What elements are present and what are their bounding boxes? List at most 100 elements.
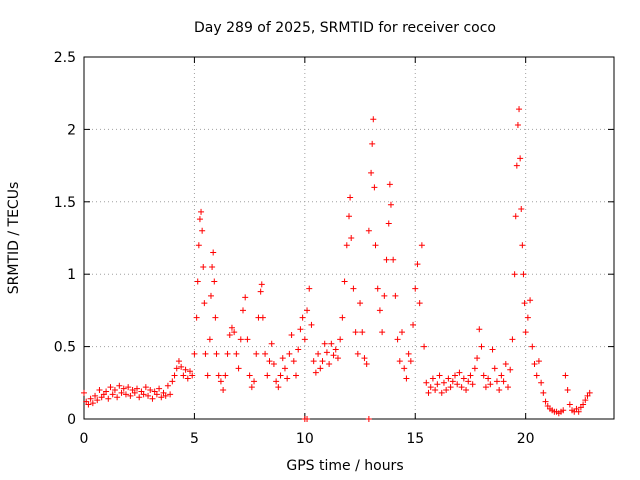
data-point — [253, 350, 260, 357]
data-point — [171, 372, 178, 379]
data-point — [235, 365, 242, 372]
data-point — [217, 378, 224, 385]
data-point — [109, 391, 116, 398]
data-point — [114, 394, 121, 401]
data-point — [350, 285, 357, 292]
data-point — [517, 155, 524, 162]
data-point — [469, 381, 476, 388]
data-point — [414, 261, 421, 268]
data-point — [505, 384, 511, 391]
data-point — [392, 292, 399, 299]
data-point — [193, 314, 200, 321]
data-point — [323, 349, 330, 356]
data-point — [566, 401, 573, 408]
data-point — [105, 395, 112, 402]
data-point — [199, 227, 206, 234]
data-point — [354, 350, 361, 357]
data-point — [142, 384, 149, 391]
x-tick-label: 5 — [190, 431, 199, 447]
data-point — [251, 378, 258, 385]
data-point — [412, 285, 419, 292]
data-point — [299, 314, 306, 321]
data-point — [518, 206, 525, 213]
data-point — [145, 392, 152, 399]
data-point — [509, 336, 516, 343]
data-point — [332, 346, 339, 353]
data-point — [416, 300, 423, 307]
x-tick-label: 15 — [406, 431, 424, 447]
data-point — [460, 375, 467, 382]
data-point — [321, 340, 328, 347]
data-point — [564, 387, 571, 394]
data-point — [326, 360, 333, 367]
data-point — [520, 271, 527, 278]
data-point — [328, 340, 335, 347]
data-point — [507, 366, 514, 373]
data-point — [586, 389, 593, 396]
x-axis-label: GPS time / hours — [286, 458, 403, 474]
data-point — [293, 372, 299, 379]
data-point — [180, 372, 187, 379]
data-point — [352, 329, 359, 336]
data-point — [304, 416, 311, 422]
data-point — [440, 379, 447, 386]
data-point — [370, 116, 377, 123]
data-point — [259, 314, 266, 321]
data-point — [434, 381, 441, 388]
data-point — [348, 235, 355, 241]
data-point — [425, 389, 432, 396]
data-point — [449, 378, 456, 385]
data-point — [487, 381, 494, 388]
data-point — [529, 343, 536, 350]
data-point — [286, 350, 293, 357]
data-point — [212, 314, 219, 321]
data-point — [158, 394, 165, 401]
data-point — [403, 375, 410, 382]
data-point — [295, 346, 302, 353]
data-point — [206, 336, 213, 343]
data-point — [516, 106, 523, 113]
x-tick-label: 10 — [296, 431, 314, 447]
data-point — [149, 395, 156, 402]
data-point — [198, 208, 205, 215]
y-axis-label: SRMTID / TECUs — [6, 182, 22, 295]
data-point — [312, 369, 319, 376]
data-point — [200, 263, 207, 270]
data-point — [211, 278, 218, 285]
data-point — [343, 242, 350, 249]
data-point — [467, 372, 474, 379]
data-point — [196, 216, 203, 223]
data-point — [122, 391, 129, 398]
data-point — [560, 407, 567, 414]
data-point — [189, 372, 196, 379]
data-point — [365, 416, 372, 422]
data-point — [210, 249, 217, 256]
data-point — [279, 355, 286, 362]
data-point — [268, 340, 275, 347]
data-point — [178, 363, 185, 370]
data-point — [485, 375, 492, 382]
data-point — [153, 391, 160, 398]
data-point — [533, 372, 540, 379]
data-point — [226, 332, 233, 339]
data-point — [116, 382, 123, 389]
data-point — [519, 242, 526, 249]
data-point — [531, 360, 538, 367]
data-point — [387, 201, 394, 208]
data-point — [111, 387, 118, 394]
data-point — [277, 372, 284, 379]
data-point — [248, 384, 255, 391]
data-point — [521, 300, 528, 307]
data-point — [454, 381, 461, 388]
data-point — [187, 368, 193, 375]
data-point — [87, 395, 94, 402]
data-point — [242, 294, 249, 301]
data-point — [480, 372, 487, 379]
data-point — [288, 332, 295, 339]
data-point — [191, 350, 198, 357]
data-point — [580, 401, 587, 408]
data-point — [334, 355, 341, 362]
data-point — [337, 336, 344, 343]
data-point — [347, 194, 354, 201]
